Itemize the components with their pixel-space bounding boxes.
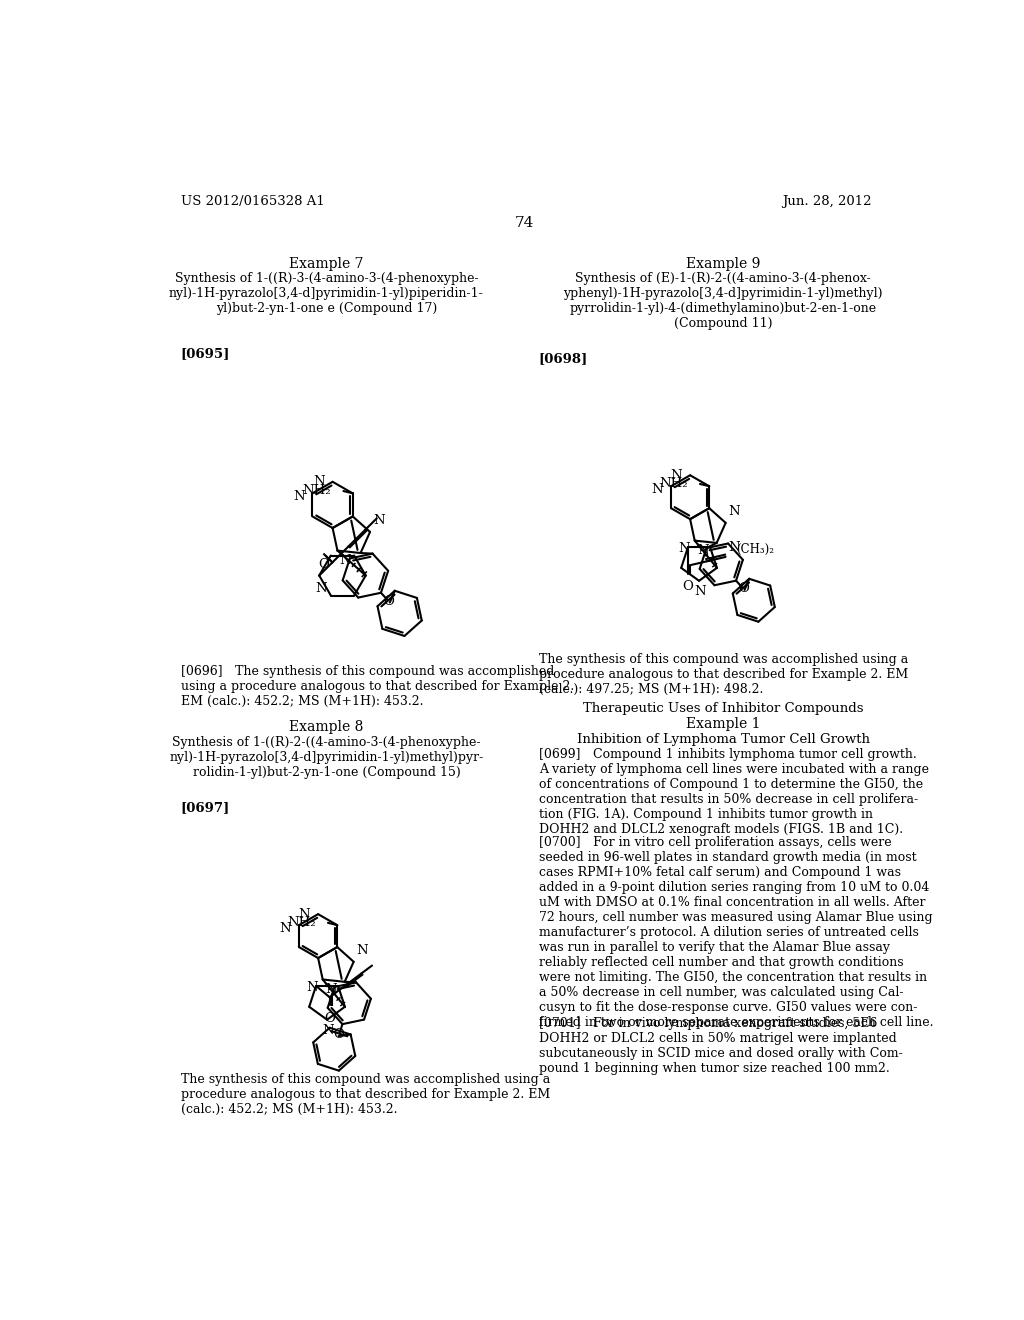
Text: O: O <box>383 595 394 607</box>
Text: The synthesis of this compound was accomplished using a
procedure analogous to t: The synthesis of this compound was accom… <box>180 1073 550 1117</box>
Text: Inhibition of Lymphoma Tumor Cell Growth: Inhibition of Lymphoma Tumor Cell Growth <box>577 733 869 746</box>
Text: O: O <box>334 1028 344 1041</box>
Text: US 2012/0165328 A1: US 2012/0165328 A1 <box>180 195 325 209</box>
Text: [0696] The synthesis of this compound was accomplished
using a procedure analogo: [0696] The synthesis of this compound wa… <box>180 665 573 708</box>
Text: O: O <box>318 558 330 572</box>
Text: O: O <box>683 579 693 593</box>
Text: (CH₃)₂: (CH₃)₂ <box>736 543 774 556</box>
Text: NH₂: NH₂ <box>287 916 315 928</box>
Text: N: N <box>694 585 707 598</box>
Text: N: N <box>325 982 337 995</box>
Text: Example 9: Example 9 <box>686 257 761 271</box>
Text: N: N <box>323 1024 335 1038</box>
Text: N: N <box>313 475 325 488</box>
Text: N: N <box>729 541 740 554</box>
Text: N: N <box>356 944 369 957</box>
Text: Jun. 28, 2012: Jun. 28, 2012 <box>782 195 872 209</box>
Text: N: N <box>340 553 351 566</box>
Text: NH₂: NH₂ <box>658 477 687 490</box>
Text: Synthesis of 1-((R)-2-((4-amino-3-(4-phenoxyphe-
nyl)-1H-pyrazolo[3,4-d]pyrimidi: Synthesis of 1-((R)-2-((4-amino-3-(4-phe… <box>169 737 483 779</box>
Text: O: O <box>325 1011 335 1024</box>
Text: N: N <box>679 543 690 556</box>
Text: Therapeutic Uses of Inhibitor Compounds: Therapeutic Uses of Inhibitor Compounds <box>583 702 863 715</box>
Text: [0700] For in vitro cell proliferation assays, cells were
seeded in 96-well plat: [0700] For in vitro cell proliferation a… <box>539 836 933 1030</box>
Text: N: N <box>280 921 291 935</box>
Text: N: N <box>651 483 664 496</box>
Text: N: N <box>671 469 682 482</box>
Text: N: N <box>293 490 305 503</box>
Text: N: N <box>315 582 327 595</box>
Text: O: O <box>738 582 749 595</box>
Text: 74: 74 <box>515 216 535 230</box>
Text: Example 7: Example 7 <box>289 257 364 271</box>
Text: Synthesis of 1-((R)-3-(4-amino-3-(4-phenoxyphe-
nyl)-1H-pyrazolo[3,4-d]pyrimidin: Synthesis of 1-((R)-3-(4-amino-3-(4-phen… <box>169 272 483 315</box>
Text: [0695]: [0695] <box>180 347 230 360</box>
Text: N: N <box>697 544 709 557</box>
Text: Synthesis of (E)-1-(R)-2-((4-amino-3-(4-phenox-
yphenyl)-1H-pyrazolo[3,4-d]pyrim: Synthesis of (E)-1-(R)-2-((4-amino-3-(4-… <box>563 272 883 330</box>
Text: Example 8: Example 8 <box>289 721 364 734</box>
Text: [0697]: [0697] <box>180 801 230 814</box>
Text: N: N <box>373 515 385 527</box>
Text: [0698]: [0698] <box>539 352 588 366</box>
Text: The synthesis of this compound was accomplished using a
procedure analogous to t: The synthesis of this compound was accom… <box>539 653 908 696</box>
Text: N: N <box>299 908 310 920</box>
Text: N: N <box>729 506 740 519</box>
Text: [0699] Compound 1 inhibits lymphoma tumor cell growth.
A variety of lymphoma cel: [0699] Compound 1 inhibits lymphoma tumo… <box>539 748 929 837</box>
Text: [0701] For in vivo lymphoma xenograft studies, 5E6
DOHH2 or DLCL2 cells in 50% m: [0701] For in vivo lymphoma xenograft st… <box>539 1016 902 1074</box>
Text: Example 1: Example 1 <box>686 718 761 731</box>
Text: NH₂: NH₂ <box>302 483 331 496</box>
Text: N: N <box>307 981 318 994</box>
